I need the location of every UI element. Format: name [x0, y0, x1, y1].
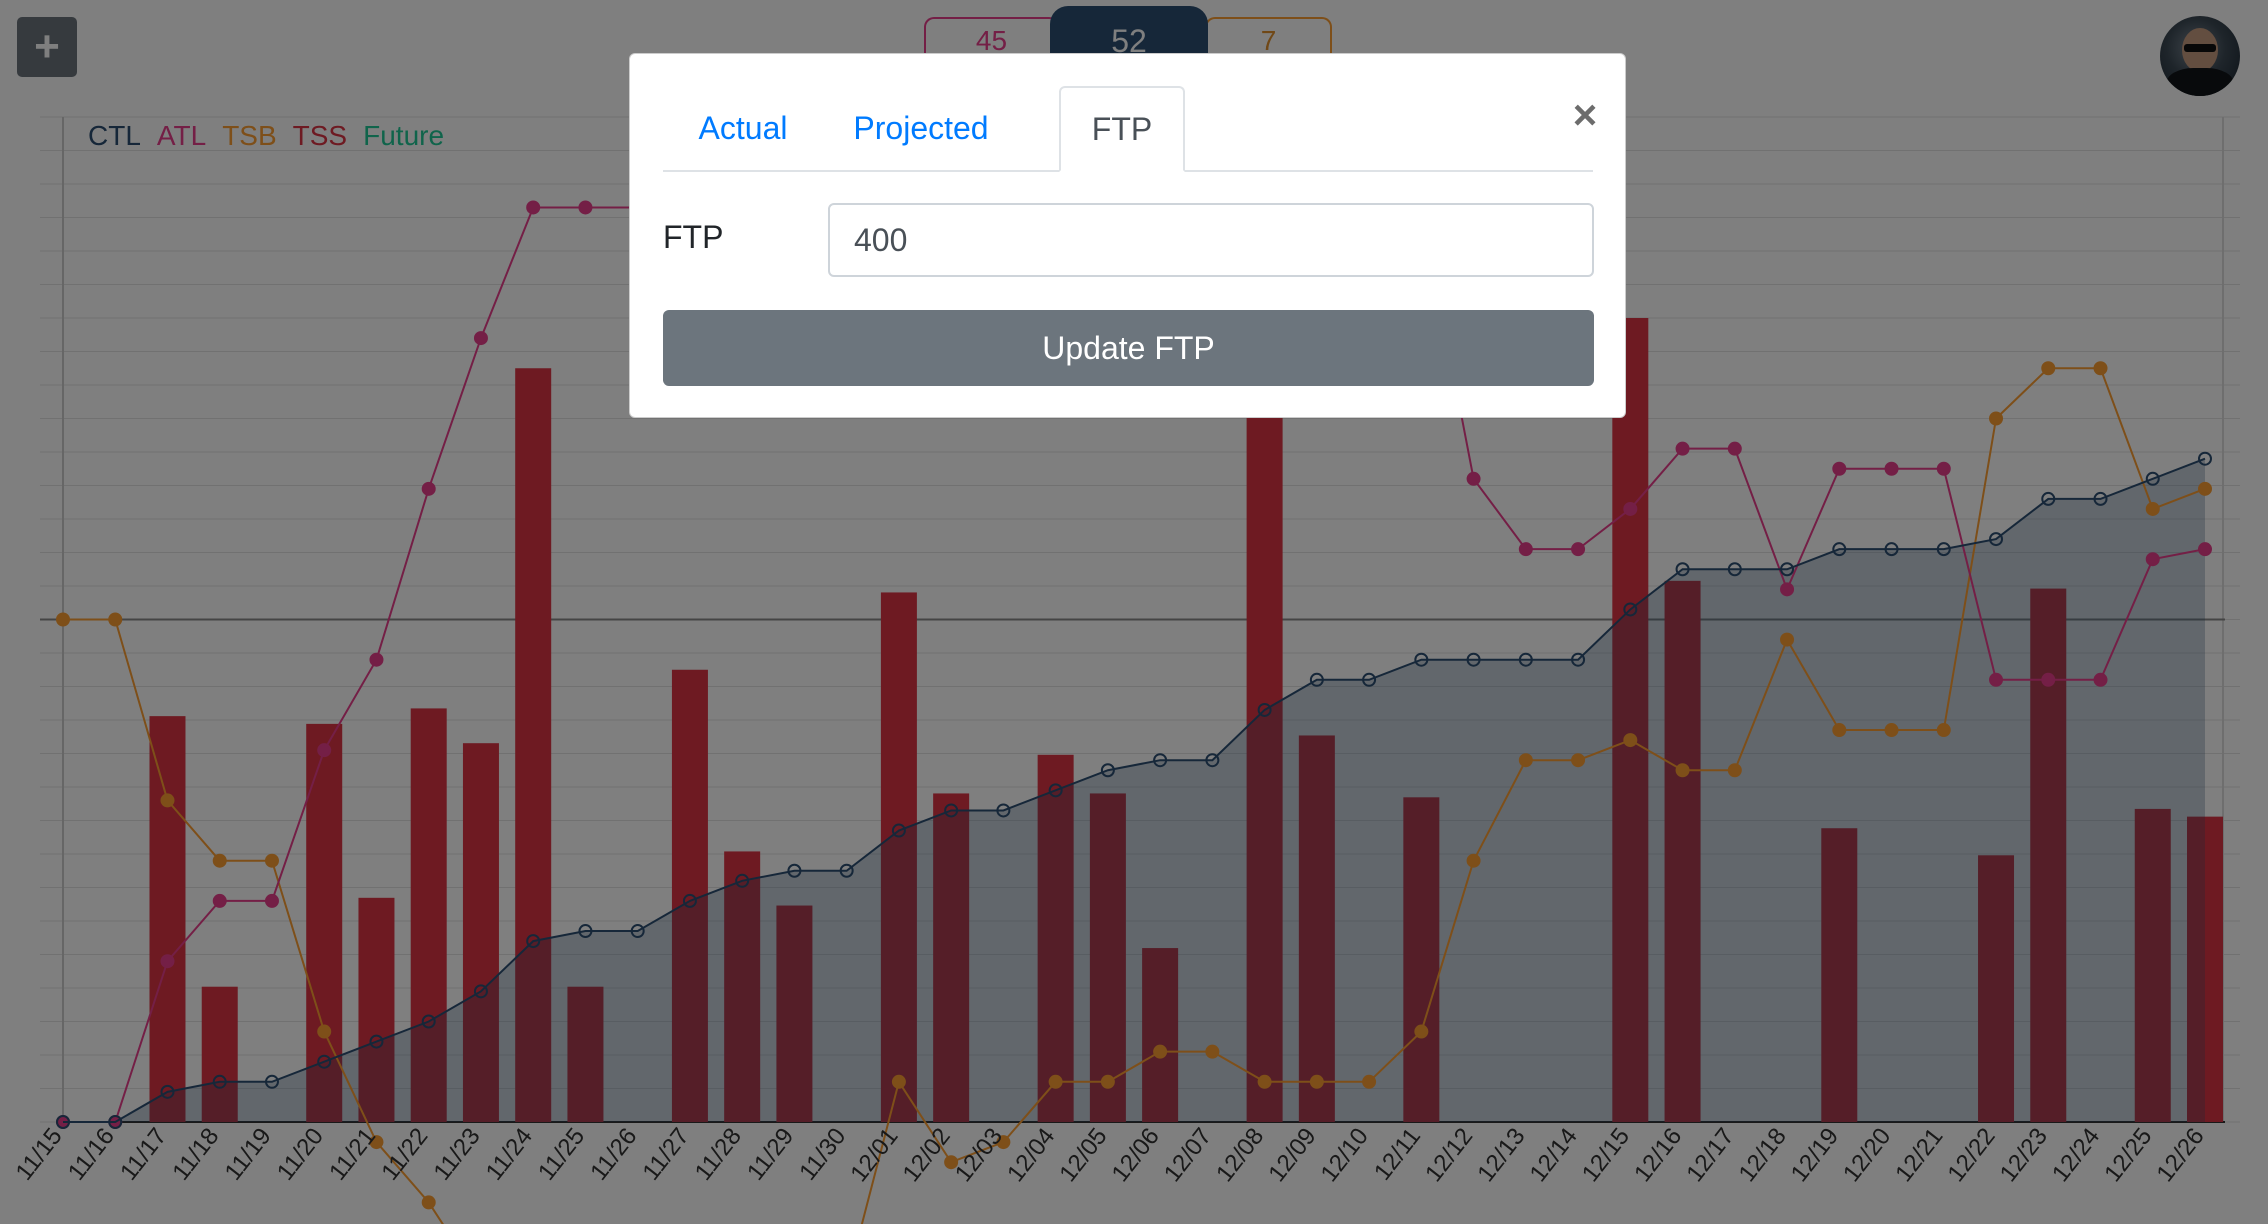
close-icon[interactable]: ×: [1572, 91, 1598, 138]
ftp-label: FTP: [663, 219, 724, 255]
modal-tabs: Actual Projected FTP: [663, 86, 1593, 172]
tab-actual[interactable]: Actual: [698, 109, 788, 146]
ftp-modal: Actual Projected FTP × FTP Update FTP: [629, 53, 1626, 418]
ftp-input[interactable]: [828, 203, 1594, 277]
tab-projected[interactable]: Projected: [853, 109, 989, 146]
tab-ftp[interactable]: FTP: [1059, 86, 1185, 172]
update-ftp-button[interactable]: Update FTP: [663, 310, 1594, 386]
